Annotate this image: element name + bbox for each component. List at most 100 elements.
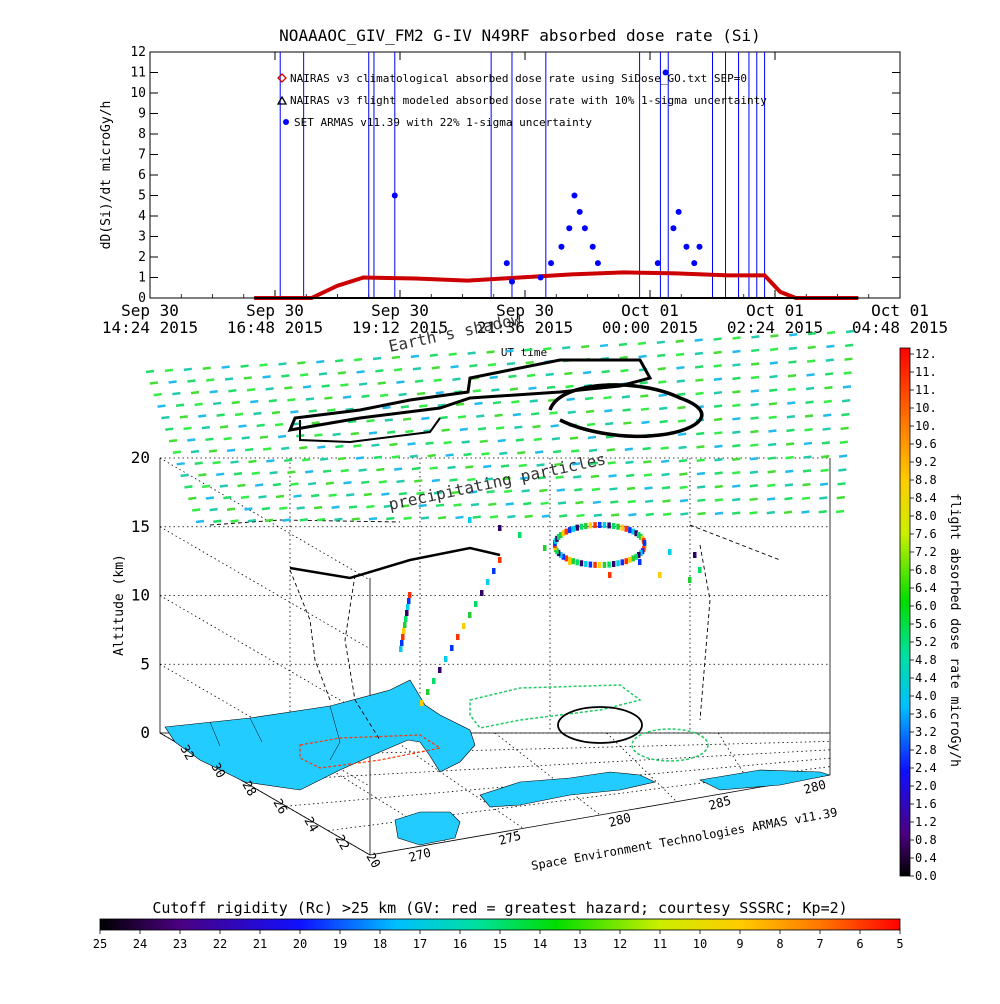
track-point-3d (628, 527, 632, 534)
particle-mark (191, 508, 201, 512)
particle-mark (489, 515, 499, 519)
particle-mark (382, 405, 391, 410)
longitude-tick-label: 285 (707, 793, 733, 813)
track-point-3d (480, 590, 484, 596)
particle-mark (299, 446, 308, 450)
floor-track-upper (469, 684, 642, 729)
particle-mark (419, 404, 428, 408)
particle-mark (157, 404, 166, 408)
particle-mark (785, 442, 795, 446)
particle-mark (418, 503, 427, 508)
particle-mark (467, 351, 476, 355)
particle-mark (407, 442, 416, 446)
track-point-3d (639, 550, 643, 557)
particle-mark (657, 353, 666, 358)
cutoff-colorbar-tick-label: 11 (653, 937, 667, 951)
particle-mark (659, 406, 668, 411)
track-point-3d (518, 532, 522, 538)
dose-colorbar-tick-label: 9.6 (915, 437, 937, 451)
particle-mark (770, 334, 779, 338)
projection-line-top (209, 519, 401, 526)
particle-mark (784, 496, 793, 501)
altitude-label: Altitude (km) (112, 554, 127, 656)
particle-mark (378, 480, 388, 484)
particle-mark (190, 390, 200, 395)
top-ylabel-wrap: dD(Si)/dt microGy/h (99, 101, 114, 250)
track-point-3d (571, 558, 576, 565)
track-point-3d (575, 524, 579, 531)
armas-points (391, 69, 703, 285)
floor-map (164, 679, 831, 846)
dose-colorbar-tick-label: 6.0 (915, 599, 937, 613)
particle-mark (821, 441, 831, 445)
particle-mark (447, 465, 456, 470)
particle-mark (461, 440, 470, 444)
track-point-3d (588, 561, 593, 568)
particle-mark (396, 479, 405, 484)
track-point-3d (498, 557, 502, 563)
particle-mark (603, 395, 612, 400)
particle-mark (713, 337, 722, 341)
particle-mark (676, 366, 685, 370)
particle-mark (677, 405, 686, 410)
particle-mark (543, 347, 552, 351)
particle-mark (386, 516, 395, 521)
track-point-3d (698, 567, 702, 573)
particle-mark (449, 478, 458, 482)
particle-mark (308, 409, 317, 413)
dose-colorbar-tick-label: 6.8 (915, 563, 937, 577)
particle-mark (209, 389, 218, 394)
particle-mark (592, 500, 602, 505)
particle-mark (391, 455, 400, 459)
particle-mark (713, 364, 722, 368)
cutoff-colorbar-tick-label: 15 (493, 937, 507, 951)
particle-mark (153, 392, 162, 397)
armas-point (675, 208, 682, 215)
dose-colorbar-tick-label: 7.2 (915, 545, 937, 559)
track-point-3d (638, 559, 642, 565)
track-point-3d (607, 561, 611, 568)
particle-mark (658, 393, 667, 397)
particle-mark (678, 432, 687, 436)
cutoff-colorbar-tick-label: 6 (856, 937, 863, 951)
particle-mark (732, 470, 741, 475)
particle-mark (287, 398, 296, 402)
particle-mark (194, 402, 203, 407)
dose-colorbar-tick-label: 2.0 (915, 779, 937, 793)
particle-mark (491, 388, 500, 392)
particle-mark (820, 468, 829, 473)
particle-mark (342, 395, 352, 399)
particle-mark (559, 514, 568, 518)
particle-mark (420, 516, 430, 520)
particle-mark (463, 452, 472, 457)
dose-colorbar-tick-label: 2.4 (915, 761, 937, 775)
top-ytick-label: 5 (138, 189, 146, 204)
particle-mark (606, 448, 616, 452)
particle-mark (183, 426, 192, 431)
altitude-tick-label: 10 (131, 586, 150, 605)
particle-mark (296, 506, 305, 510)
particle-mark (300, 373, 309, 377)
particle-mark (556, 488, 565, 492)
particle-mark (244, 507, 253, 511)
particle-mark (750, 362, 760, 366)
particle-mark (386, 430, 396, 434)
particle-mark (599, 343, 609, 348)
armas-point (691, 260, 698, 267)
particle-mark (714, 484, 723, 489)
top-xtick-time: 16:48 2015 (227, 318, 323, 337)
particle-mark (472, 515, 481, 519)
particle-mark (499, 451, 508, 456)
particle-mark (187, 379, 196, 383)
track-point-3d (400, 640, 404, 646)
dose-colorbar-tick-label: 2.8 (915, 743, 937, 757)
particle-mark (582, 370, 592, 375)
particle-mark (311, 421, 320, 425)
particle-mark (277, 434, 287, 439)
particle-mark (835, 509, 845, 514)
latitude-tick-label: 28 (239, 778, 260, 799)
particle-mark (448, 352, 457, 356)
particle-mark (262, 375, 271, 379)
track-point-3d (450, 645, 454, 651)
particle-mark (662, 512, 672, 516)
